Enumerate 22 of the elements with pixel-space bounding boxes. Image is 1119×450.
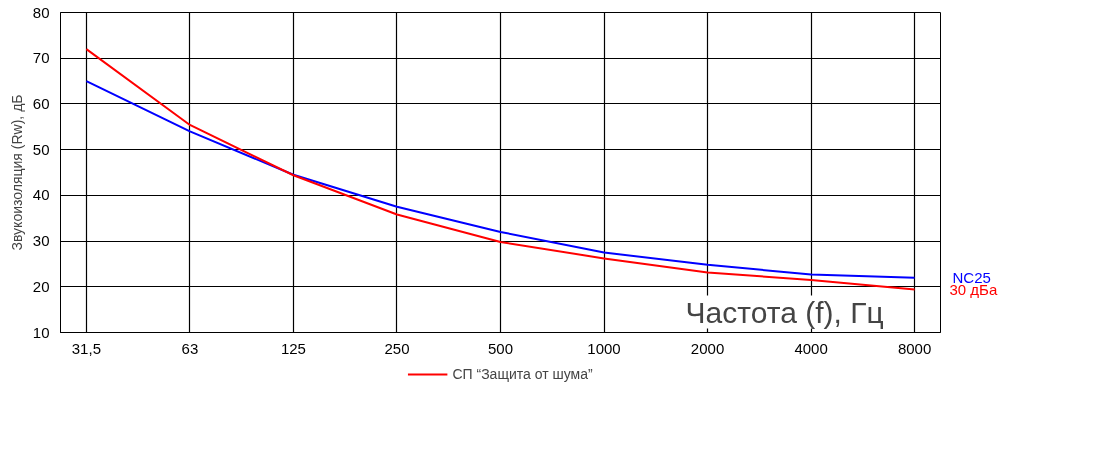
y-tick-label: 50 xyxy=(32,140,50,158)
y-tick-label: 70 xyxy=(32,49,50,67)
x-tick-label: 250 xyxy=(384,339,410,357)
x-axis-title: Частота (f), Гц xyxy=(685,295,884,329)
x-tick-label: 1000 xyxy=(587,339,621,357)
y-tick-label: 10 xyxy=(32,323,50,341)
x-tick-label: 63 xyxy=(181,339,199,357)
y-axis-title: Звукоизоляция (Rw), дБ xyxy=(8,94,25,251)
legend-label: СП “Защита от шума” xyxy=(452,366,593,382)
y-tick-label: 20 xyxy=(32,277,50,295)
y-tick-label: 40 xyxy=(32,186,50,204)
x-tick-label: 125 xyxy=(280,339,306,357)
y-tick-label: 60 xyxy=(32,94,50,112)
x-tick-label: 8000 xyxy=(897,339,932,357)
line-series xyxy=(85,48,916,291)
x-tick-label: 500 xyxy=(487,339,514,357)
x-tick-label: 31,5 xyxy=(71,339,101,357)
y-tick-label: 80 xyxy=(32,3,50,21)
line-series xyxy=(85,80,916,279)
x-tick-label: 2000 xyxy=(690,339,725,357)
y-tick-label: 30 xyxy=(32,232,50,250)
x-tick-label: 4000 xyxy=(794,339,828,357)
